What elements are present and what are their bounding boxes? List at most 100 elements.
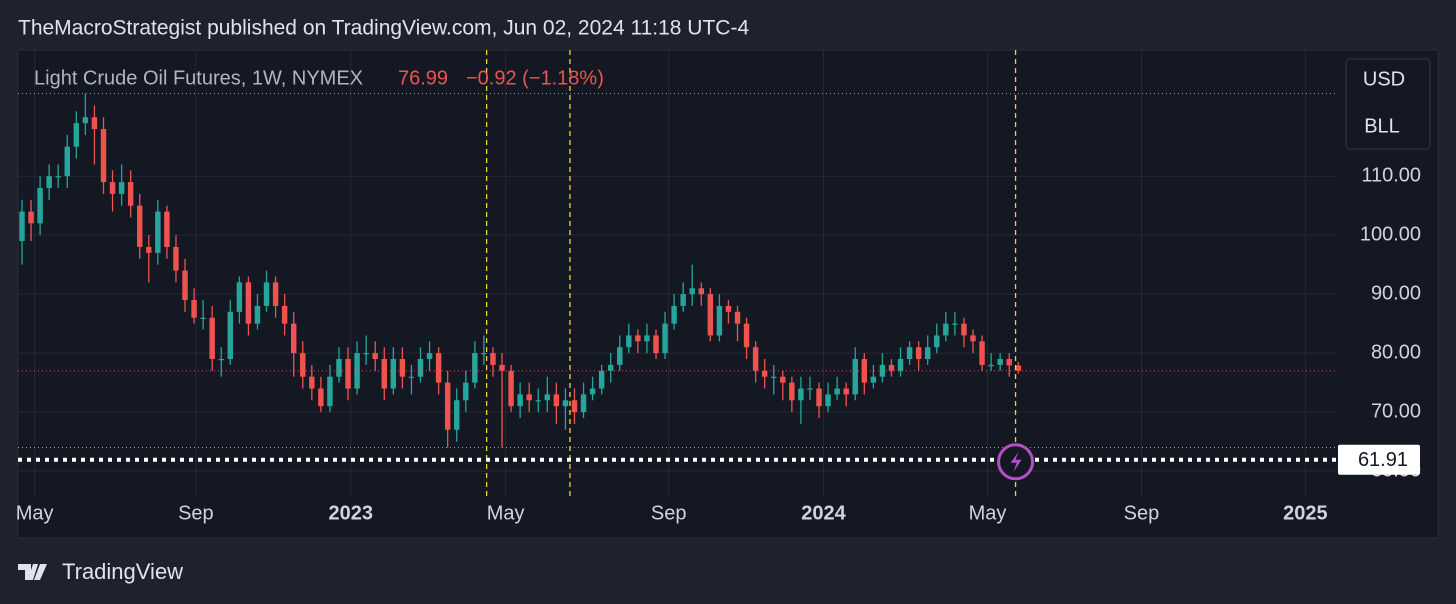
candle-body [707, 294, 714, 336]
candle-body [64, 146, 70, 177]
candle-body [897, 359, 904, 371]
candle-body [209, 317, 215, 360]
candle-body [354, 353, 360, 389]
unit[interactable]: BLL [1364, 115, 1400, 137]
candle-body [571, 400, 578, 413]
marker-label: 61.91 [1358, 449, 1408, 471]
candle-body [182, 270, 188, 301]
last-price: 76.99 [398, 67, 448, 89]
candle-body [761, 370, 768, 377]
candle-body [363, 353, 369, 355]
candle-body [109, 182, 116, 194]
candle-body [852, 359, 858, 395]
overlays [18, 50, 1338, 497]
candle-body [499, 364, 505, 371]
x-tick-label: May [487, 502, 525, 524]
brand-name: TradingView [62, 559, 183, 584]
candle-body [245, 282, 252, 324]
publisher-line: TheMacroStrategist published on TradingV… [18, 17, 749, 40]
candle-body [771, 376, 777, 378]
candle-body [888, 364, 895, 371]
candle-body [73, 123, 80, 147]
x-tick-label: Sep [1124, 502, 1160, 524]
candle-body [236, 282, 243, 312]
candle-body [55, 176, 61, 178]
candle-body [327, 376, 333, 407]
symbol-title: Light Crude Oil Futures, 1W, NYMEX [34, 67, 363, 89]
candle-body [408, 376, 415, 378]
candle-body [490, 353, 496, 365]
candle-body [19, 211, 25, 242]
candle-body [644, 335, 650, 342]
candle-body [472, 353, 478, 383]
candle-body [345, 359, 351, 389]
price-change: −0.92 (−1.18%) [466, 67, 604, 89]
candle-body [173, 246, 179, 271]
candle-body [653, 335, 659, 354]
candle-body [843, 388, 849, 395]
unit-box[interactable] [1345, 58, 1431, 150]
candle-body [734, 311, 741, 324]
candle-body [961, 323, 967, 336]
candle-body [37, 187, 43, 224]
candle-body [272, 282, 279, 306]
candle-body [816, 388, 822, 407]
candle-body [780, 376, 786, 383]
candle-body [934, 335, 940, 348]
candle-body [281, 305, 288, 324]
candle-body [191, 300, 197, 318]
currency[interactable]: USD [1363, 68, 1405, 90]
candle-body [1006, 359, 1012, 366]
x-tick-label: May [16, 502, 54, 524]
candle-body [834, 388, 840, 395]
candle-body [127, 182, 134, 206]
candle-body [553, 394, 560, 407]
candle-body [300, 353, 306, 377]
candle-body [481, 353, 487, 355]
y-tick-label: 110.00 [1361, 164, 1421, 186]
x-tick-label: 2023 [329, 502, 374, 524]
y-tick-label: 90.00 [1371, 282, 1421, 304]
alert-icon-bolt [1010, 451, 1022, 472]
candle-body [671, 305, 677, 324]
candle-body [979, 341, 985, 365]
candle-body [454, 400, 460, 430]
candle-body [870, 376, 877, 383]
candle-body [617, 347, 623, 365]
candle-body [417, 359, 424, 377]
candle-body [680, 294, 686, 306]
candle-body [752, 347, 759, 371]
candle-body [290, 323, 297, 354]
candle-body [372, 353, 378, 360]
candle-body [155, 211, 161, 253]
candle-body [789, 382, 795, 401]
candle-body [598, 370, 605, 389]
brand-logo [18, 564, 47, 580]
candle-body [526, 394, 532, 401]
x-tick-label: Sep [178, 502, 214, 524]
candle-body [1015, 365, 1021, 371]
y-tick-label: 80.00 [1371, 341, 1421, 363]
candle-body [463, 382, 469, 401]
candle-body [626, 335, 632, 348]
candle-body [137, 205, 143, 247]
candle-body [607, 364, 614, 371]
x-tick-label: 2024 [801, 502, 846, 524]
candle-body [254, 305, 261, 324]
candle-body [118, 182, 125, 194]
x-tick-label: Sep [651, 502, 687, 524]
grid [18, 50, 1338, 497]
candle-body [807, 388, 813, 390]
candle-body [91, 117, 98, 130]
candle-body [635, 335, 641, 342]
candle-body [318, 388, 324, 407]
candle-body [662, 323, 668, 354]
candle-body [952, 323, 958, 325]
candle-body [725, 305, 732, 312]
x-tick-label: 2025 [1283, 502, 1328, 524]
candle-body [146, 246, 152, 253]
candle-body [309, 376, 315, 389]
candle-body [924, 347, 931, 360]
candle-body [508, 370, 514, 407]
candle-body [589, 388, 596, 395]
